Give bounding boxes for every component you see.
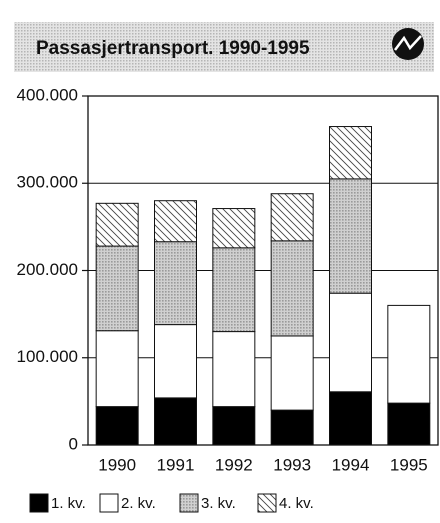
- bar-segment: [95, 406, 139, 446]
- bar-segment: [212, 331, 256, 408]
- plot-frame: [87, 95, 439, 446]
- bar-segment: [212, 406, 256, 446]
- bar-segment: [270, 409, 314, 446]
- logo: [392, 28, 424, 60]
- title-banner: [14, 22, 434, 72]
- bar-segment: [154, 324, 197, 399]
- bar-segment: [329, 126, 372, 180]
- y-tick-label: 200.000: [17, 260, 78, 279]
- legend-label: 2. kv.: [121, 495, 156, 512]
- legend-swatch: [179, 493, 199, 513]
- bar-segment: [270, 193, 314, 242]
- bar-segment: [270, 240, 314, 337]
- x-tick-label: 1992: [215, 455, 253, 474]
- y-tick-label: 0: [69, 434, 78, 453]
- legend-item: 2. kv.: [99, 493, 156, 513]
- bar-segment: [95, 202, 139, 247]
- legend-item: 1. kv.: [29, 493, 86, 513]
- y-tick-label: 100.000: [17, 347, 78, 366]
- x-tick-label: 1993: [273, 455, 311, 474]
- bar-segment: [212, 208, 256, 249]
- legend-swatch: [99, 493, 119, 513]
- bar-segment: [154, 397, 197, 446]
- bar-segment: [387, 402, 431, 446]
- legend-item: 3. kv.: [179, 493, 236, 513]
- bar-segment: [329, 178, 372, 294]
- legend-swatch: [257, 493, 277, 513]
- bar-segment: [95, 245, 139, 332]
- y-tick-label: 400.000: [17, 85, 78, 104]
- legend-label: 3. kv.: [201, 495, 236, 512]
- x-tick-label: 1990: [98, 455, 136, 474]
- x-tick-label: 1991: [157, 455, 195, 474]
- bar-segment: [154, 200, 197, 243]
- bar-segment: [212, 247, 256, 333]
- legend-item: 4. kv.: [257, 493, 314, 513]
- chart-title: Passasjertransport. 1990-1995: [36, 38, 310, 59]
- x-tick-label: 1995: [390, 455, 428, 474]
- bar-segment: [329, 292, 372, 393]
- legend-label: 1. kv.: [51, 495, 86, 512]
- bar-segment: [95, 330, 139, 408]
- legend-label: 4. kv.: [279, 495, 314, 512]
- x-tick-label: 1994: [332, 455, 370, 474]
- bar-segment: [329, 391, 372, 446]
- bar-segment: [387, 304, 431, 404]
- y-tick-label: 300.000: [17, 173, 78, 192]
- bar-segment: [154, 241, 197, 326]
- bar-segment: [270, 335, 314, 411]
- legend-swatch: [29, 493, 49, 513]
